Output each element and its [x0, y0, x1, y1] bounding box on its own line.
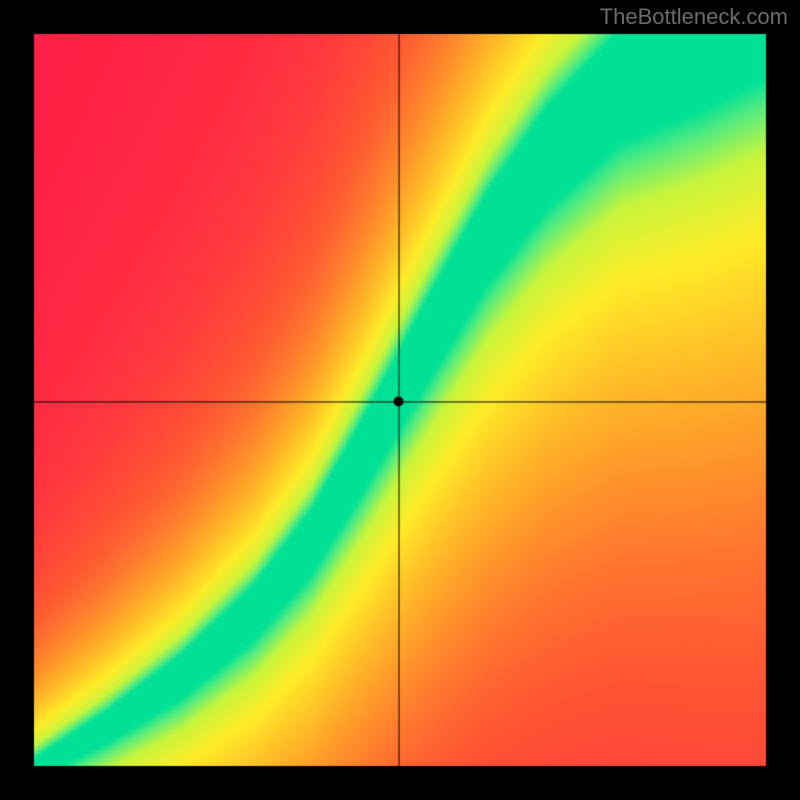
watermark-text: TheBottleneck.com [600, 4, 788, 30]
bottleneck-heatmap [0, 0, 800, 800]
chart-container: TheBottleneck.com [0, 0, 800, 800]
